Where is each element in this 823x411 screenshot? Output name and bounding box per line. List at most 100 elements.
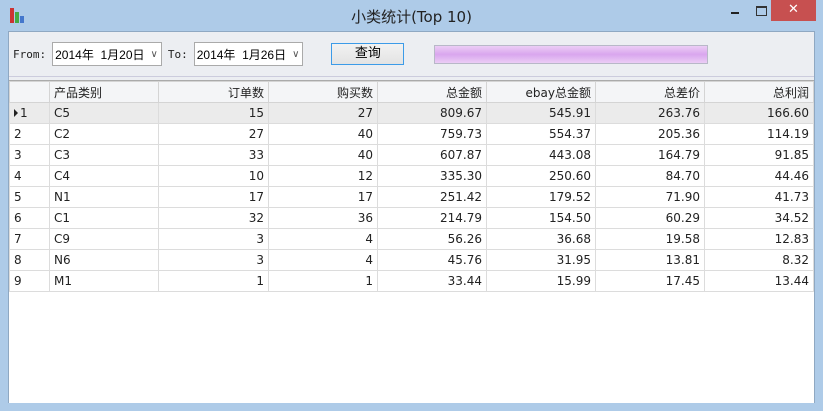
- cell-row-number[interactable]: 8: [9, 249, 50, 271]
- cell-total-profit[interactable]: 41.73: [704, 186, 814, 208]
- cell-row-number[interactable]: 9: [9, 270, 50, 292]
- cell-quantity[interactable]: 36: [268, 207, 378, 229]
- cell-quantity[interactable]: 4: [268, 249, 378, 271]
- cell-category[interactable]: C3: [49, 144, 159, 166]
- cell-total-diff[interactable]: 19.58: [595, 228, 705, 250]
- cell-total-diff[interactable]: 164.79: [595, 144, 705, 166]
- cell-row-number[interactable]: 2: [9, 123, 50, 145]
- cell-text: 1: [20, 106, 28, 120]
- cell-orders[interactable]: 3: [158, 228, 269, 250]
- cell-total-profit[interactable]: 91.85: [704, 144, 814, 166]
- cell-orders[interactable]: 15: [158, 102, 269, 124]
- cell-quantity[interactable]: 27: [268, 102, 378, 124]
- table-row[interactable]: 7 C9 3 4 56.26 36.68 19.58 12.83: [9, 228, 814, 250]
- cell-total-amount[interactable]: 45.76: [377, 249, 487, 271]
- cell-category[interactable]: C9: [49, 228, 159, 250]
- cell-total-profit[interactable]: 8.32: [704, 249, 814, 271]
- cell-total-amount[interactable]: 214.79: [377, 207, 487, 229]
- column-header-category[interactable]: 产品类别: [49, 81, 159, 103]
- cell-orders[interactable]: 27: [158, 123, 269, 145]
- cell-ebay-total[interactable]: 36.68: [486, 228, 596, 250]
- cell-orders[interactable]: 17: [158, 186, 269, 208]
- table-row[interactable]: 6 C1 32 36 214.79 154.50 60.29 34.52: [9, 207, 814, 229]
- cell-category[interactable]: N6: [49, 249, 159, 271]
- column-header-total-profit[interactable]: 总利润: [704, 81, 814, 103]
- cell-total-diff[interactable]: 263.76: [595, 102, 705, 124]
- cell-total-amount[interactable]: 251.42: [377, 186, 487, 208]
- cell-category[interactable]: C2: [49, 123, 159, 145]
- chevron-down-icon[interactable]: ∨: [292, 48, 300, 60]
- maximize-button[interactable]: [748, 0, 774, 21]
- data-grid[interactable]: 产品类别 订单数 购买数 总金额 ebay总金额 总差价 总利润 1 C5 15 27…: [9, 80, 814, 403]
- cell-total-diff[interactable]: 13.81: [595, 249, 705, 271]
- column-header-total-diff[interactable]: 总差价: [595, 81, 705, 103]
- cell-ebay-total[interactable]: 554.37: [486, 123, 596, 145]
- cell-total-diff[interactable]: 17.45: [595, 270, 705, 292]
- cell-total-amount[interactable]: 759.73: [377, 123, 487, 145]
- query-button[interactable]: 查询: [331, 43, 405, 65]
- cell-ebay-total[interactable]: 545.91: [486, 102, 596, 124]
- cell-row-number[interactable]: 3: [9, 144, 50, 166]
- cell-total-profit[interactable]: 12.83: [704, 228, 814, 250]
- cell-total-diff[interactable]: 71.90: [595, 186, 705, 208]
- cell-orders[interactable]: 3: [158, 249, 269, 271]
- cell-row-number[interactable]: 1: [9, 102, 50, 124]
- cell-total-diff[interactable]: 84.70: [595, 165, 705, 187]
- cell-quantity[interactable]: 1: [268, 270, 378, 292]
- cell-total-profit[interactable]: 114.19: [704, 123, 814, 145]
- cell-quantity[interactable]: 12: [268, 165, 378, 187]
- table-row[interactable]: 9 M1 1 1 33.44 15.99 17.45 13.44: [9, 270, 814, 292]
- close-button[interactable]: ✕: [771, 0, 816, 21]
- cell-text: 34.52: [774, 211, 809, 225]
- cell-total-profit[interactable]: 13.44: [704, 270, 814, 292]
- column-header-quantity[interactable]: 购买数: [268, 81, 378, 103]
- cell-ebay-total[interactable]: 443.08: [486, 144, 596, 166]
- cell-total-amount[interactable]: 56.26: [377, 228, 487, 250]
- cell-category[interactable]: N1: [49, 186, 159, 208]
- cell-category[interactable]: C4: [49, 165, 159, 187]
- cell-total-amount[interactable]: 809.67: [377, 102, 487, 124]
- table-row[interactable]: 5 N1 17 17 251.42 179.52 71.90 41.73: [9, 186, 814, 208]
- cell-quantity[interactable]: 40: [268, 144, 378, 166]
- cell-category[interactable]: M1: [49, 270, 159, 292]
- from-date-picker[interactable]: 2014年 1月20日 ∨: [52, 42, 162, 66]
- table-row[interactable]: 3 C3 33 40 607.87 443.08 164.79 91.85: [9, 144, 814, 166]
- cell-total-profit[interactable]: 44.46: [704, 165, 814, 187]
- cell-ebay-total[interactable]: 31.95: [486, 249, 596, 271]
- cell-total-amount[interactable]: 33.44: [377, 270, 487, 292]
- table-row[interactable]: 2 C2 27 40 759.73 554.37 205.36 114.19: [9, 123, 814, 145]
- cell-quantity[interactable]: 4: [268, 228, 378, 250]
- cell-orders[interactable]: 32: [158, 207, 269, 229]
- cell-row-number[interactable]: 6: [9, 207, 50, 229]
- to-date-picker[interactable]: 2014年 1月26日 ∨: [193, 42, 304, 66]
- cell-text: 33: [248, 148, 264, 162]
- table-row[interactable]: 8 N6 3 4 45.76 31.95 13.81 8.32: [9, 249, 814, 271]
- cell-row-number[interactable]: 4: [9, 165, 50, 187]
- table-row[interactable]: 4 C4 10 12 335.30 250.60 84.70 44.46: [9, 165, 814, 187]
- cell-orders[interactable]: 33: [158, 144, 269, 166]
- cell-category[interactable]: C1: [49, 207, 159, 229]
- column-header-ebay-total[interactable]: ebay总金额: [486, 81, 596, 103]
- column-header-total-amount[interactable]: 总金额: [377, 81, 487, 103]
- minimize-button[interactable]: [722, 0, 748, 21]
- cell-total-amount[interactable]: 335.30: [377, 165, 487, 187]
- cell-total-diff[interactable]: 205.36: [595, 123, 705, 145]
- cell-row-number[interactable]: 7: [9, 228, 50, 250]
- cell-ebay-total[interactable]: 179.52: [486, 186, 596, 208]
- cell-total-profit[interactable]: 166.60: [704, 102, 814, 124]
- cell-orders[interactable]: 10: [158, 165, 269, 187]
- cell-total-diff[interactable]: 60.29: [595, 207, 705, 229]
- cell-total-amount[interactable]: 607.87: [377, 144, 487, 166]
- cell-row-number[interactable]: 5: [9, 186, 50, 208]
- column-header-orders[interactable]: 订单数: [158, 81, 269, 103]
- cell-orders[interactable]: 1: [158, 270, 269, 292]
- cell-ebay-total[interactable]: 154.50: [486, 207, 596, 229]
- cell-ebay-total[interactable]: 250.60: [486, 165, 596, 187]
- cell-total-profit[interactable]: 34.52: [704, 207, 814, 229]
- table-row[interactable]: 1 C5 15 27 809.67 545.91 263.76 166.60: [9, 102, 814, 124]
- cell-quantity[interactable]: 40: [268, 123, 378, 145]
- cell-ebay-total[interactable]: 15.99: [486, 270, 596, 292]
- cell-category[interactable]: C5: [49, 102, 159, 124]
- chevron-down-icon[interactable]: ∨: [150, 48, 158, 60]
- cell-quantity[interactable]: 17: [268, 186, 378, 208]
